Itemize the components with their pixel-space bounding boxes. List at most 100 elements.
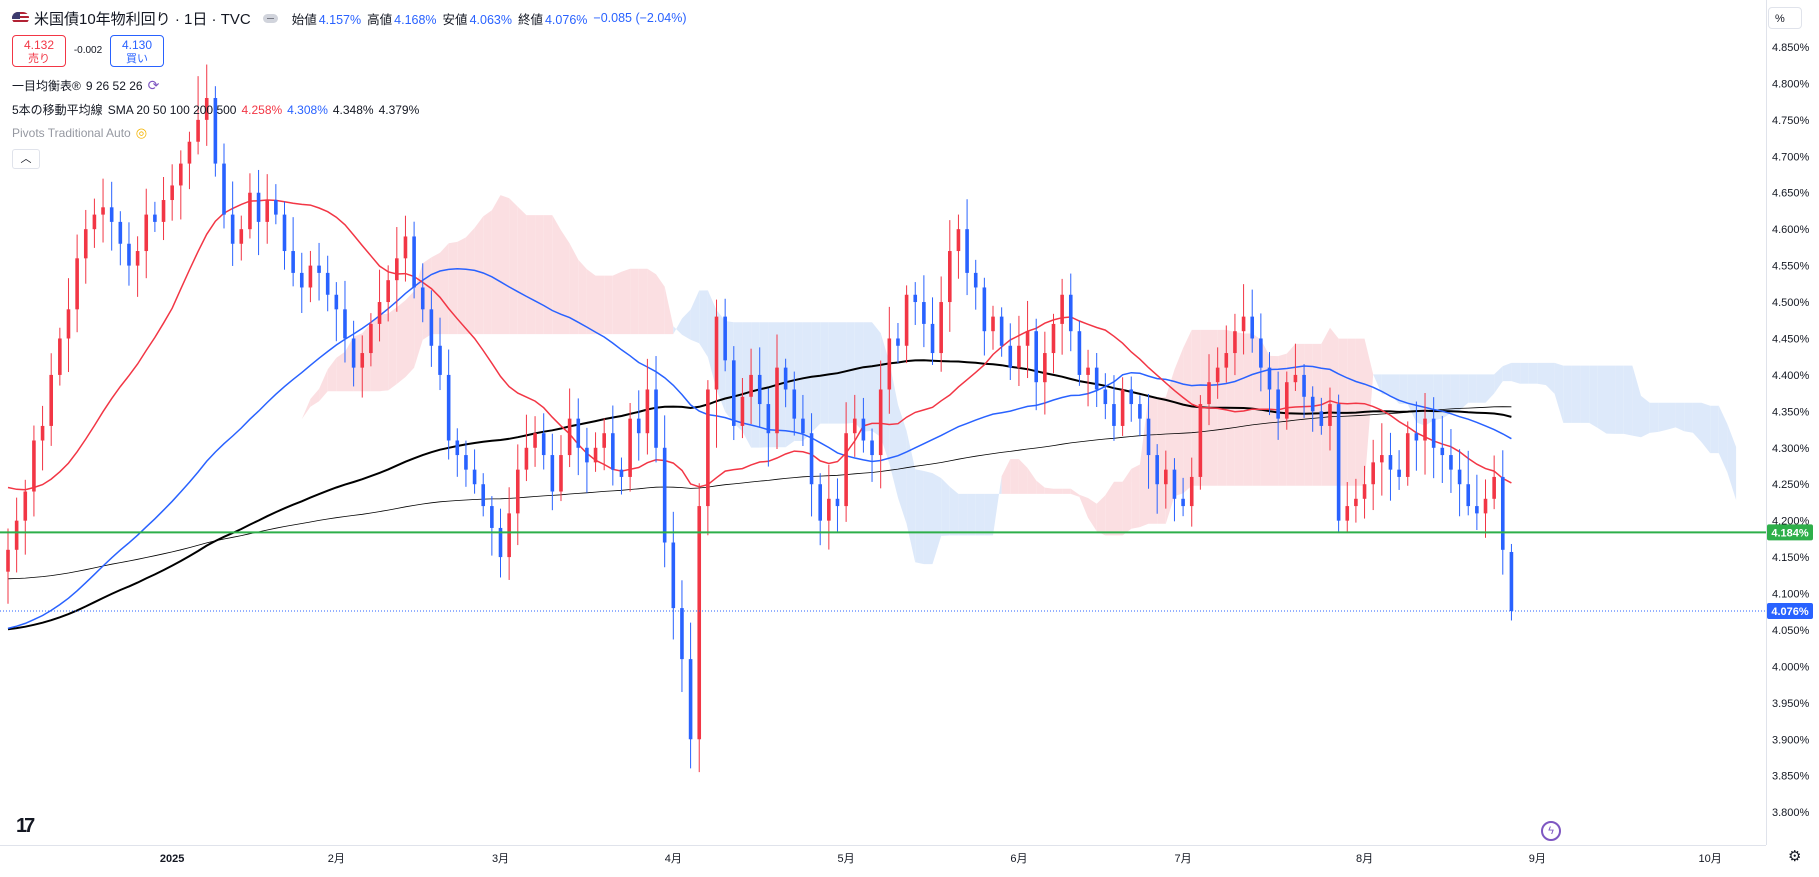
legend-pivots[interactable]: Pivots Traditional Auto ◎ [12,125,148,140]
ichimoku-cloud-segment [1165,369,1175,524]
candle-body [896,338,900,346]
ichimoku-cloud-segment [388,307,397,391]
candle [706,380,710,536]
candle-body [75,258,79,310]
candle-body [265,200,270,222]
ichimoku-cloud-segment [1381,374,1391,395]
candle [723,298,727,372]
candle [801,394,805,447]
lightning-icon[interactable]: ϟ [1541,821,1561,841]
candle-body [446,374,451,441]
ichimoku-cloud-segment [915,469,924,565]
candle-body [939,302,943,354]
candle [1189,457,1194,527]
candle [740,377,745,439]
ichimoku-cloud-segment [1044,487,1054,494]
candle [196,76,200,155]
candle [1146,393,1151,489]
candle [1457,449,1462,517]
symbol-title[interactable]: 米国債10年物利回り · 1日 · TVC [34,10,251,28]
sma50-value: 4.308% [287,102,328,117]
candle [32,425,36,517]
refresh-icon[interactable]: ⟳ [147,77,160,93]
candle [757,347,762,428]
candle [783,358,788,408]
tradingview-logo-icon[interactable]: 17 [16,815,35,837]
candle [1328,387,1332,451]
candle-body [230,214,235,244]
candle [654,356,658,463]
candle [1241,284,1246,355]
candle [533,416,537,467]
candle [688,622,693,769]
ichimoku-cloud-segment [1407,374,1417,423]
candle-body [1431,418,1436,448]
ichimoku-cloud-segment [405,291,415,377]
ichimoku-cloud-segment [742,322,752,448]
candle [308,250,313,303]
y-tick-label: 4.700% [1772,151,1810,163]
candle-body [1043,353,1047,383]
ichimoku-cloud-segment [1632,365,1641,438]
candle-body [351,338,356,368]
legend-ichimoku[interactable]: 一目均衡表® 9 26 52 26 ⟳ [12,77,160,93]
ichimoku-cloud-segment [1010,459,1019,494]
ichimoku-cloud-segment [1494,366,1503,394]
candle-body [688,659,693,740]
candle-body [299,272,304,288]
price-axis-unit[interactable]: % [1768,7,1802,29]
x-tick-label: 4月 [665,853,682,865]
candle [585,427,589,493]
collapse-legend-button[interactable]: ︿ [12,149,40,169]
candle [239,215,244,261]
candle [395,227,399,312]
candle [922,275,926,348]
minimize-icon[interactable] [262,13,278,23]
ichimoku-cloud-segment [1114,481,1123,536]
ichimoku-cloud-segment [1312,343,1322,486]
candle [58,327,62,386]
ichimoku-cloud-segment [846,322,855,424]
ichimoku-cloud-segment [1649,402,1659,433]
ichimoku-cloud-segment [1304,343,1313,486]
candle-body [559,455,563,492]
ichimoku-cloud-segment [509,198,518,335]
candle-body [740,396,745,426]
candle-body [1129,389,1134,405]
candle [127,222,131,286]
ichimoku-cloud-segment [301,399,311,420]
ichimoku-cloud-segment [241,541,250,551]
candle [377,269,382,342]
sell-button[interactable]: 4.132 売り [12,35,66,67]
candle-body [127,243,131,266]
ichimoku-cloud-segment [1148,397,1158,524]
candle-body [1310,396,1315,412]
candle [386,265,390,322]
ichimoku-cloud-segment [690,290,700,344]
candle [714,299,719,448]
hidden-eye-icon[interactable]: ◎ [135,125,148,140]
candle-body [611,433,615,470]
symbol-header: 米国債10年物利回り · 1日 · TVC 始値 4.157% 高値 4.168% … [12,8,687,28]
candle [671,511,676,640]
ichimoku-cloud-segment [293,419,302,441]
candle-body [1440,447,1445,456]
ichimoku-cloud-segment [898,404,907,524]
y-tick-label: 3.800% [1772,807,1810,819]
candle [913,282,918,325]
candle-body [913,294,918,303]
candle [66,278,71,373]
candle-body [1198,404,1203,477]
spread-value: -0.002 [73,45,103,56]
ichimoku-cloud-segment [1546,362,1555,394]
y-tick-label: 4.850% [1772,42,1810,54]
ichimoku-cloud-segment [975,493,985,536]
buy-button[interactable]: 4.130 買い [110,35,164,67]
gear-icon[interactable]: ⚙ [1788,848,1802,865]
candle [161,176,166,241]
ichimoku-cloud-segment [578,259,587,335]
legend-sma[interactable]: 5本の移動平均線 SMA 20 50 100 200 500 4.258% 4.… [12,102,420,118]
ichimoku-cloud-segment [396,300,406,384]
